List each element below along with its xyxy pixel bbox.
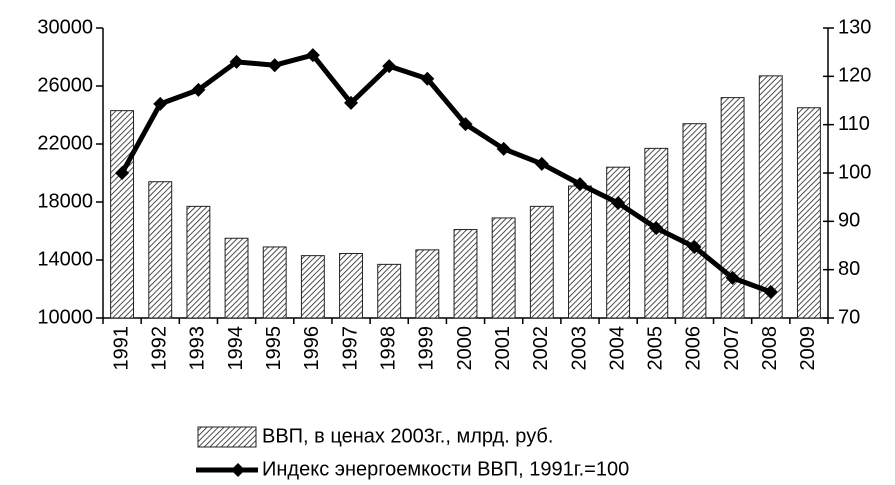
x-tick-label: 2009 (797, 326, 819, 371)
bar (377, 263, 402, 319)
y2-tick-label: 80 (838, 258, 860, 280)
x-tick-label: 2005 (645, 326, 667, 371)
marker (496, 141, 511, 156)
marker (267, 58, 282, 73)
legend-label: Индекс энергоемкости ВВП, 1991г.=100 (262, 458, 629, 480)
marker (687, 239, 702, 254)
marker (115, 166, 130, 180)
bar (529, 205, 554, 319)
bar (415, 249, 440, 319)
marker (763, 284, 778, 299)
bar (300, 255, 325, 319)
line (119, 52, 772, 295)
x-tick-label: 2000 (454, 326, 476, 371)
y-tick-label: 30000 (37, 16, 93, 38)
marker (725, 270, 740, 285)
bar (568, 185, 592, 319)
x-tick-label: 1992 (149, 326, 171, 371)
x-tick-label: 1991 (110, 326, 132, 371)
bar (682, 123, 707, 319)
marker (611, 195, 626, 210)
y2-tick-label: 120 (838, 65, 871, 87)
bar (606, 166, 631, 319)
bar (758, 75, 783, 319)
y2-tick-label: 110 (838, 113, 870, 135)
marker (458, 117, 473, 132)
y-tick-label: 26000 (37, 74, 93, 96)
marker (572, 177, 587, 192)
marker (305, 48, 320, 63)
marker (153, 96, 168, 111)
x-tick-label: 2003 (568, 326, 590, 371)
legend-marker (231, 463, 245, 477)
y2-tick-label: 70 (838, 306, 860, 328)
bar (720, 97, 745, 319)
bar (339, 252, 363, 319)
x-tick-label: 2001 (492, 326, 514, 371)
y-tick-label: 22000 (37, 132, 93, 154)
y-tick-label: 14000 (37, 248, 93, 270)
y2-tick-label: 100 (838, 161, 871, 183)
y-tick-label: 18000 (37, 190, 93, 212)
bar (148, 181, 173, 319)
bar (186, 205, 211, 319)
bar (262, 246, 287, 319)
marker (649, 221, 664, 236)
x-tick-label: 2007 (721, 326, 743, 371)
bar (110, 110, 135, 319)
marker (382, 59, 397, 74)
bar (224, 237, 249, 319)
x-tick-label: 1996 (301, 326, 323, 371)
y2-tick-label: 90 (838, 210, 860, 232)
bar (491, 217, 516, 319)
x-tick-label: 2008 (759, 326, 781, 371)
marker (191, 82, 206, 97)
x-tick-label: 1998 (377, 326, 399, 371)
marker (229, 54, 244, 69)
x-tick-label: 2006 (683, 326, 705, 371)
x-tick-label: 2004 (606, 326, 628, 371)
y2-tick-label: 130 (838, 16, 871, 38)
marker (344, 95, 359, 110)
x-tick-label: 1999 (416, 326, 438, 371)
x-tick-label: 1995 (263, 326, 285, 371)
bar (453, 229, 478, 319)
marker (420, 71, 435, 86)
x-tick-label: 1993 (187, 326, 209, 371)
x-tick-label: 1994 (225, 326, 247, 371)
legend-label: ВВП, в ценах 2003г., млрд. руб. (262, 425, 553, 447)
x-tick-label: 1997 (339, 326, 361, 371)
bar (796, 107, 821, 319)
marker (534, 156, 549, 171)
legend-swatch (197, 426, 257, 448)
y-tick-label: 10000 (37, 306, 93, 328)
x-tick-label: 2002 (530, 326, 552, 371)
